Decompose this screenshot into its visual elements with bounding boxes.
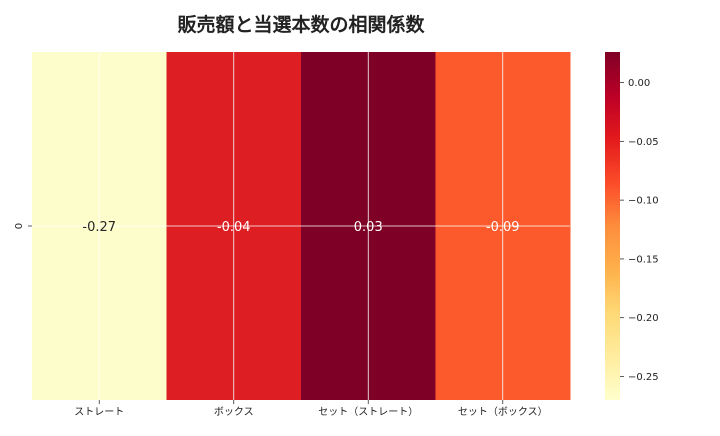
cell-value-label: -0.27 [82, 220, 116, 235]
x-tick-label: ストレート [74, 407, 124, 418]
colorbar-tick-label: 0.00 [628, 78, 650, 89]
cell-value-label: 0.03 [354, 220, 383, 235]
y-tick-label: 0 [14, 223, 25, 229]
colorbar [605, 52, 620, 400]
colorbar-tick-label: −0.10 [628, 196, 659, 207]
colorbar-tick-label: −0.15 [628, 254, 659, 265]
colorbar-tick-label: −0.20 [628, 313, 659, 324]
y-axis: 0 [14, 223, 32, 229]
colorbar-tick-label: −0.25 [628, 372, 659, 383]
x-axis: ストレート ボックス セット（ストレート） セット（ボックス） [74, 400, 548, 418]
cell-value-labels: -0.27 -0.04 0.03 -0.09 [82, 220, 519, 235]
x-tick-label: セット（ストレート） [318, 406, 418, 418]
grid-lines [32, 52, 570, 400]
colorbar-ticks: 0.00 −0.05 −0.10 −0.15 −0.20 −0.25 [620, 78, 659, 383]
colorbar-tick-label: −0.05 [628, 137, 659, 148]
cell-value-label: -0.04 [217, 220, 251, 235]
chart-title: 販売額と当選本数の相関係数 [177, 13, 425, 36]
cell-value-label: -0.09 [486, 220, 520, 235]
x-tick-label: ボックス [214, 406, 254, 418]
x-tick-label: セット（ボックス） [458, 406, 548, 418]
